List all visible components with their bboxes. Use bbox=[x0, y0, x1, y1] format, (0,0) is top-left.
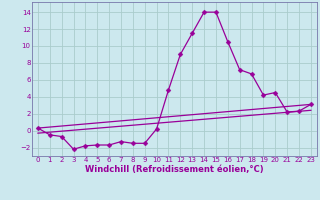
X-axis label: Windchill (Refroidissement éolien,°C): Windchill (Refroidissement éolien,°C) bbox=[85, 165, 264, 174]
